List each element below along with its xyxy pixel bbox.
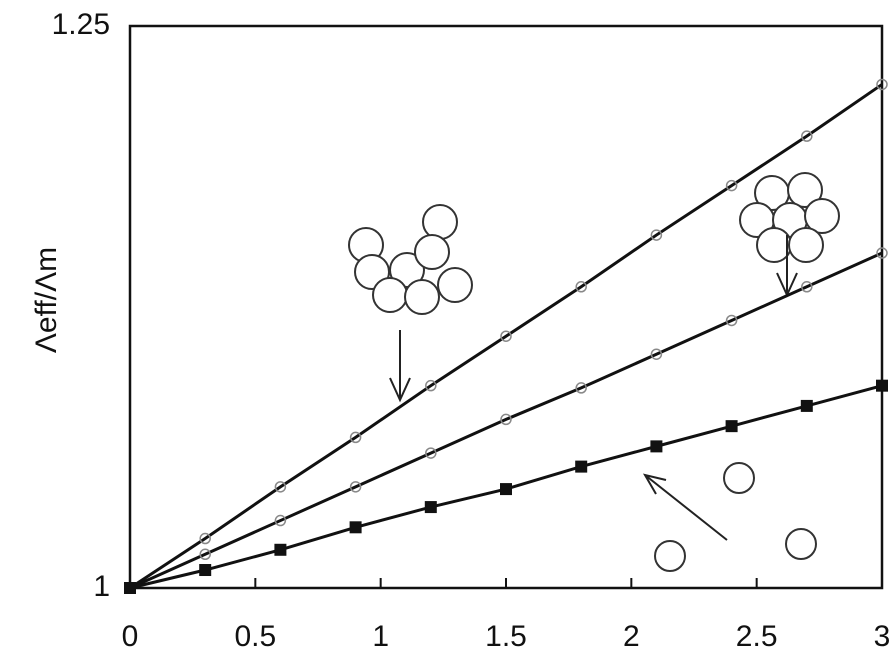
x-tick-label: 1.5 — [485, 620, 527, 653]
x-tick-label: 2.5 — [736, 620, 778, 653]
marker — [349, 431, 362, 444]
y-tick-label: 1 — [93, 570, 110, 603]
marker — [274, 543, 287, 556]
marker — [500, 483, 512, 496]
y-axis-label: Λeff/Λm — [30, 247, 63, 353]
x-tick-label: 2 — [623, 620, 640, 653]
marker — [199, 548, 211, 561]
marker — [199, 564, 212, 577]
arrow — [389, 330, 411, 403]
marker — [274, 514, 287, 527]
marker — [801, 130, 813, 142]
series-line — [129, 251, 883, 590]
marker — [575, 460, 588, 473]
marker — [274, 481, 287, 493]
plot-frame — [128, 24, 884, 590]
marker — [575, 281, 587, 293]
marker — [650, 229, 663, 241]
marker — [725, 314, 738, 327]
marker — [349, 481, 362, 493]
x-tick-label: 3 — [874, 620, 891, 653]
marker — [425, 379, 437, 392]
marker — [425, 447, 437, 459]
marker — [725, 179, 738, 192]
marker — [424, 501, 437, 514]
marker — [349, 521, 362, 534]
marker — [876, 78, 888, 91]
marker — [650, 440, 663, 453]
marker — [725, 420, 738, 433]
x-tick-label: 0 — [122, 620, 139, 653]
marker — [575, 382, 587, 394]
marker — [124, 582, 136, 594]
marker — [800, 399, 813, 412]
series-line — [129, 83, 883, 590]
marker — [801, 281, 813, 293]
marker — [876, 247, 888, 259]
cluster-compact — [739, 172, 840, 263]
marker — [500, 330, 512, 342]
x-tick-label: 0.5 — [234, 620, 276, 653]
cluster-branched — [348, 204, 473, 315]
marker — [876, 379, 888, 392]
single-particles — [654, 462, 817, 572]
marker — [199, 532, 211, 545]
y-tick-label: 1.25 — [52, 8, 110, 41]
arrow — [642, 473, 728, 541]
marker — [650, 348, 663, 360]
x-tick-label: 1 — [372, 620, 389, 653]
marker — [500, 413, 512, 426]
